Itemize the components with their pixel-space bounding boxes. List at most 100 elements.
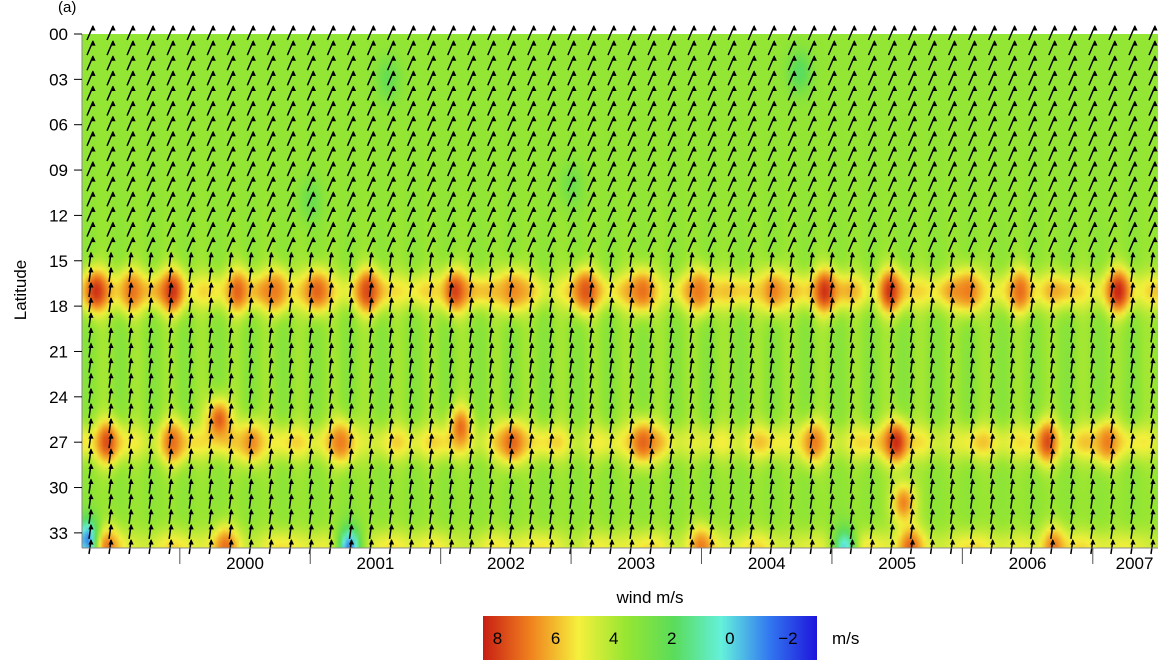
wind-vector-arrow	[328, 266, 335, 282]
wind-vector-arrow	[408, 493, 415, 509]
wind-vector-arrow	[769, 478, 775, 494]
wind-vector-arrow	[709, 508, 715, 524]
wind-vector-arrow	[428, 387, 435, 403]
wind-vector-arrow	[747, 115, 757, 132]
wind-vector-arrow	[689, 418, 695, 434]
wind-vector-arrow	[689, 402, 695, 419]
wind-vector-arrow	[406, 145, 417, 162]
wind-vector-arrow	[288, 266, 294, 282]
wind-vector-arrow	[166, 85, 176, 101]
wind-vector-arrow	[629, 433, 635, 449]
wind-vector-arrow	[1050, 493, 1056, 509]
wind-vector-arrow	[228, 463, 234, 479]
wind-vector-arrow	[589, 523, 595, 539]
wind-vector-arrow	[186, 40, 196, 56]
y-tick-label: 15	[49, 252, 68, 271]
wind-vector-arrow	[607, 55, 617, 71]
wind-vector-arrow	[1050, 448, 1056, 464]
wind-vector-arrow	[146, 25, 156, 41]
wind-vector-arrow	[286, 130, 296, 147]
wind-vector-arrow	[468, 342, 475, 358]
wind-vector-arrow	[468, 282, 475, 298]
wind-vector-arrow	[847, 85, 858, 101]
wind-vector-arrow	[146, 115, 156, 132]
y-tick-label: 30	[49, 479, 68, 498]
wind-vector-arrow	[767, 115, 777, 132]
wind-vector-arrow	[689, 387, 695, 403]
wind-vector-arrow	[288, 493, 294, 509]
wind-vector-arrow	[1088, 145, 1098, 162]
wind-vector-arrow	[607, 161, 617, 177]
y-tick-label: 18	[49, 297, 68, 316]
wind-vector-arrow	[527, 40, 537, 56]
wind-vector-arrow	[226, 130, 236, 147]
wind-vector-arrow	[507, 70, 517, 86]
wind-vector-arrow	[1068, 206, 1078, 222]
wind-vector-arrow	[1148, 236, 1158, 252]
wind-vector-arrow	[108, 539, 114, 555]
wind-vector-arrow	[348, 357, 355, 373]
wind-vector-arrow	[909, 327, 916, 343]
wind-vector-arrow	[206, 206, 216, 222]
wind-vector-arrow	[388, 387, 395, 403]
wind-vector-arrow	[989, 372, 996, 388]
wind-vector-arrow	[188, 433, 194, 449]
wind-vector-arrow	[947, 70, 958, 86]
wind-vector-arrow	[929, 418, 936, 434]
wind-vector-arrow	[569, 478, 575, 494]
wind-vector-arrow	[108, 297, 114, 313]
wind-vector-arrow	[747, 176, 757, 192]
wind-vector-arrow	[348, 372, 355, 388]
wind-vector-arrow	[969, 418, 976, 434]
wind-vector-arrow	[569, 342, 575, 358]
wind-vector-arrow	[589, 266, 595, 282]
wind-vector-arrow	[268, 418, 274, 434]
wind-vector-arrow	[789, 508, 795, 524]
wind-vector-arrow	[1110, 493, 1116, 509]
wind-vector-arrow	[489, 433, 495, 449]
wind-vector-arrow	[707, 100, 717, 116]
wind-vector-arrow	[687, 161, 697, 177]
wind-vector-arrow	[507, 40, 517, 56]
wind-vector-arrow	[88, 448, 94, 464]
wind-vector-arrow	[308, 493, 315, 509]
wind-vector-arrow	[348, 387, 355, 403]
wind-vector-arrow	[989, 539, 996, 555]
wind-vector-arrow	[627, 236, 637, 252]
wind-vector-arrow	[388, 433, 395, 449]
wind-vector-arrow	[468, 433, 475, 449]
wind-vector-arrow	[849, 357, 856, 373]
wind-vector-arrow	[507, 145, 517, 162]
wind-vector-arrow	[849, 478, 856, 494]
wind-vector-arrow	[406, 191, 417, 207]
wind-vector-arrow	[607, 236, 617, 252]
wind-vector-arrow	[967, 115, 978, 132]
wind-vector-arrow	[128, 418, 134, 434]
wind-vector-arrow	[1009, 357, 1016, 373]
wind-vector-arrow	[268, 357, 274, 373]
wind-vector-arrow	[627, 55, 637, 71]
wind-vector-arrow	[487, 130, 497, 147]
wind-vector-arrow	[629, 251, 635, 267]
wind-vector-arrow	[1070, 508, 1076, 524]
wind-vector-arrow	[749, 357, 755, 373]
wind-vector-arrow	[268, 539, 274, 555]
wind-vector-arrow	[749, 493, 755, 509]
wind-vector-arrow	[507, 55, 517, 71]
wind-vector-arrow	[326, 115, 337, 132]
wind-vector-arrow	[1090, 266, 1096, 282]
wind-vector-arrow	[148, 297, 154, 313]
wind-vector-arrow	[867, 221, 878, 237]
wind-vector-arrow	[847, 100, 858, 116]
wind-vector-arrow	[248, 523, 254, 539]
wind-vector-arrow	[967, 176, 978, 192]
wind-vector-arrow	[509, 493, 515, 509]
wind-vector-arrow	[146, 70, 156, 86]
wind-vector-arrow	[849, 402, 856, 419]
wind-vector-arrow	[1030, 266, 1036, 282]
wind-vector-arrow	[809, 342, 815, 358]
wind-vector-arrow	[128, 282, 134, 298]
colorbar-ticks: 8 6 4 2 0 −2	[493, 629, 798, 648]
wind-vector-arrow	[366, 221, 377, 237]
wind-vector-arrow	[346, 70, 357, 86]
